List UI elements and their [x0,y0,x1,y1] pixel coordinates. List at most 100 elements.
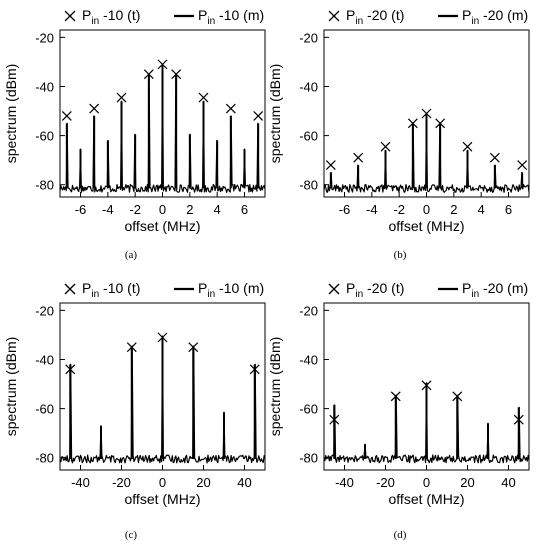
theory-marker-stroke [143,69,154,80]
x-tick-label: 0 [423,202,430,217]
theory-point [462,141,473,152]
legend-label: Pin -10 (t) [82,7,140,27]
legend-prefix: P [82,280,91,296]
y-tick-label: -60 [35,402,54,417]
legend-suffix: -10 (t) [99,7,140,23]
legend-prefix: P [346,7,355,23]
theory-marker-stroke [225,103,236,114]
panel-caption: (c) [125,529,138,541]
legend-item: Pin -20 (m) [438,280,528,300]
y-tick-label: -40 [35,79,54,94]
legend-item: Pin -10 (t) [64,7,140,27]
x-tick-label: 2 [186,202,193,217]
x-tick-label: -40 [71,475,90,490]
legend-subscript: in [471,289,479,300]
y-tick-label: -20 [35,303,54,318]
y-axis-label: spectrum (dBm) [3,64,19,164]
panel-caption: (a) [125,249,138,261]
legend-marker-x [328,10,340,22]
theory-point [143,69,154,80]
theory-point [253,111,264,121]
panel-d: -80 -60 -40 -20 -40 -20 0 20 40 offset (MHz) spect… [267,280,530,541]
legend-label: Pin -20 (m) [462,280,528,300]
legend-label: Pin -20 (m) [462,7,528,27]
theory-point [452,391,463,402]
x-tick-label: -2 [129,202,141,217]
x-axis-label: offset (MHz) [389,491,465,507]
legend-suffix: -10 (m) [215,280,264,296]
y-tick-label: -20 [299,30,318,45]
x-tick-label: -20 [376,475,395,490]
legend-item: Pin -20 (t) [328,7,404,27]
measured-trace [59,335,266,464]
legend-prefix: P [82,7,91,23]
theory-marker-stroke [171,69,182,80]
legend-prefix: P [462,280,471,296]
legend-suffix: -20 (m) [479,280,528,296]
theory-marker-stroke [188,342,199,353]
theory-point [188,342,199,353]
theory-marker-stroke [435,118,446,129]
theory-marker-stroke [329,414,340,425]
theory-point [65,364,76,375]
theory-point [435,118,446,129]
legend-label: Pin -10 (m) [198,280,264,300]
x-tick-label: 0 [423,475,430,490]
theory-point [329,414,340,425]
x-tick-label: 4 [214,202,221,217]
theory-point [249,364,260,375]
y-tick-label: -60 [299,402,318,417]
x-tick-label: 20 [460,475,474,490]
theory-marker-stroke [89,103,100,114]
legend-prefix: P [198,280,207,296]
legend-suffix: -20 (t) [363,7,404,23]
theory-point [325,160,336,170]
y-tick-label: -40 [299,79,318,94]
theory-point [407,118,418,129]
theory-marker-stroke [253,111,264,121]
legend-subscript: in [471,16,479,27]
theory-point [225,103,236,114]
x-tick-label: -4 [366,202,378,217]
legend-label: Pin -20 (t) [346,280,404,300]
theory-point [171,69,182,80]
y-axis-label: spectrum (dBm) [267,64,283,164]
legend-suffix: -20 (m) [479,7,528,23]
theory-point [116,92,127,103]
legend-subscript: in [91,16,99,27]
legend-prefix: P [346,280,355,296]
theory-marker-stroke [198,92,209,103]
theory-point [353,152,364,163]
legend-subscript: in [207,16,215,27]
legend-item: Pin -10 (m) [174,7,264,27]
legend-item: Pin -10 (t) [64,280,140,300]
y-tick-label: -80 [35,451,54,466]
x-axis-label: offset (MHz) [389,218,465,234]
theory-marker-stroke [390,391,401,402]
x-tick-label: 40 [501,475,515,490]
x-tick-label: 0 [159,475,166,490]
theory-marker-stroke [249,364,260,375]
legend-marker-x [64,10,76,22]
theory-marker-stroke [452,391,463,402]
x-tick-label: -4 [102,202,114,217]
legend-suffix: -10 (t) [99,280,140,296]
theory-point [89,103,100,114]
theory-marker-stroke [489,152,500,163]
panel-c: -80 -60 -40 -20 -40 -20 0 20 40 offset (MHz) spect… [3,280,266,541]
theory-marker-stroke [61,111,72,121]
x-axis-label: offset (MHz) [125,491,201,507]
theory-marker-stroke [517,160,528,170]
legend-marker-x [64,283,76,295]
x-tick-label: 6 [241,202,248,217]
legend-subscript: in [91,289,99,300]
x-tick-label: -40 [335,475,354,490]
theory-point [61,111,72,121]
theory-marker-stroke [407,118,418,129]
theory-point [380,141,391,152]
legend-prefix: P [198,7,207,23]
legend: Pin -10 (t) Pin -10 (m) [64,7,264,27]
theory-marker-stroke [65,364,76,375]
